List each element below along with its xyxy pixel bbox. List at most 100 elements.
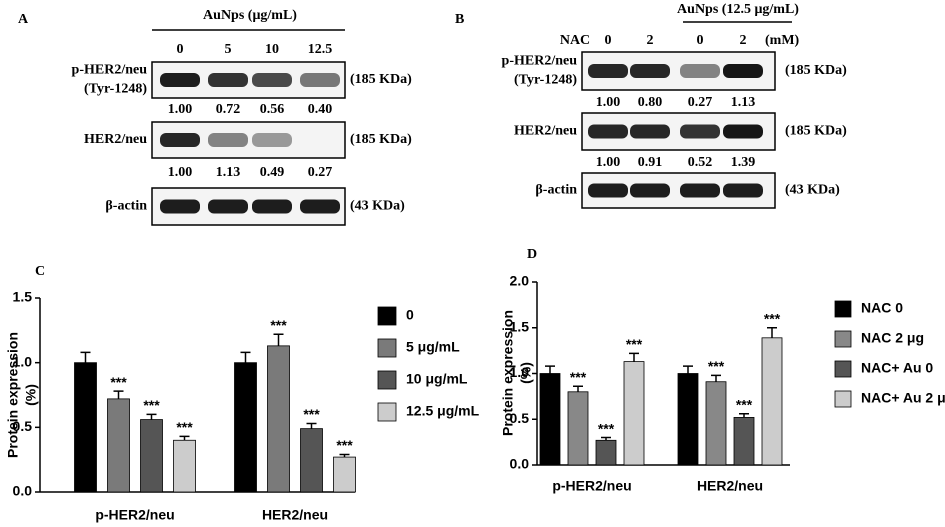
error-bar xyxy=(629,352,639,362)
legend-swatch xyxy=(377,306,397,326)
band xyxy=(300,199,340,214)
band xyxy=(160,73,200,87)
band xyxy=(160,199,200,214)
legend-label: 0 xyxy=(406,307,414,323)
row-label: HER2/neu xyxy=(84,132,147,147)
error-bar xyxy=(146,413,157,420)
quantity: 1.39 xyxy=(731,155,756,170)
error-bar xyxy=(80,351,91,363)
quantity: 0.91 xyxy=(638,155,663,170)
significance: *** xyxy=(598,420,615,436)
significance: *** xyxy=(143,397,160,413)
bar xyxy=(173,439,196,493)
lane-unit: (mM) xyxy=(765,33,800,48)
band xyxy=(208,199,248,214)
error-bar xyxy=(601,436,611,441)
error-bar xyxy=(273,333,284,346)
error-bar xyxy=(711,374,721,382)
bar xyxy=(733,417,755,466)
y-tick-label: 0.5 xyxy=(13,418,33,434)
legend-swatch xyxy=(377,338,397,358)
bar xyxy=(595,439,617,466)
significance: *** xyxy=(764,310,781,326)
panel-label: A xyxy=(18,12,29,27)
lane: 2 xyxy=(740,33,747,48)
band xyxy=(208,73,248,87)
error-bar xyxy=(306,422,317,429)
lane: 0 xyxy=(177,42,184,57)
row-label: β-actin xyxy=(535,183,577,198)
error-bar xyxy=(767,327,777,338)
significance: *** xyxy=(176,419,193,435)
row-label: (Tyr-1248) xyxy=(84,82,147,97)
band xyxy=(723,124,763,139)
size-label: (185 KDa) xyxy=(350,132,412,147)
quantity: 1.00 xyxy=(596,95,621,110)
quantity: 0.72 xyxy=(216,102,241,117)
size-label: (43 KDa) xyxy=(350,199,405,214)
y-tick-label: 1.0 xyxy=(510,364,530,380)
band xyxy=(680,183,720,198)
x-tick-label: p-HER2/neu xyxy=(552,478,631,494)
bar xyxy=(333,456,356,493)
quantity: 1.13 xyxy=(216,165,241,180)
y-tick-label: 1.5 xyxy=(13,289,33,305)
band xyxy=(252,133,292,147)
y-tick-label: 0.0 xyxy=(510,456,530,472)
legend-swatch xyxy=(377,370,397,390)
row-label: p-HER2/neu xyxy=(502,54,578,69)
legend-label: NAC+ Au 2 μg xyxy=(861,390,945,406)
bar xyxy=(623,361,645,466)
bar xyxy=(677,373,699,466)
y-axis-label: (%) xyxy=(518,362,534,384)
lane: 12.5 xyxy=(308,42,333,57)
y-axis-label: Protein expression xyxy=(500,310,516,436)
legend-swatch xyxy=(834,300,852,318)
size-label: (185 KDa) xyxy=(785,63,847,78)
x-tick-label: p-HER2/neu xyxy=(95,507,174,523)
size-label: (185 KDa) xyxy=(350,72,412,87)
bar xyxy=(234,362,257,493)
error-bar xyxy=(179,435,190,441)
y-tick-label: 0.0 xyxy=(13,483,33,499)
legend-label: NAC 2 μg xyxy=(861,330,924,346)
y-tick-label: 1.5 xyxy=(510,318,530,334)
lane: 0 xyxy=(605,33,612,48)
quantity: 0.27 xyxy=(308,165,333,180)
band xyxy=(588,64,628,78)
quantity: 1.13 xyxy=(731,95,756,110)
band xyxy=(252,199,292,214)
significance: *** xyxy=(303,406,320,422)
band xyxy=(588,124,628,139)
quantity: 1.00 xyxy=(596,155,621,170)
bar xyxy=(267,345,290,493)
lane: 5 xyxy=(225,42,232,57)
quantity: 0.52 xyxy=(688,155,713,170)
band xyxy=(160,133,200,147)
panel-label: B xyxy=(455,12,464,27)
panel-label: D xyxy=(527,247,537,262)
error-bar xyxy=(683,365,693,374)
y-tick-label: 1.0 xyxy=(13,353,33,369)
lane: 10 xyxy=(265,42,279,57)
lane: 0 xyxy=(697,33,704,48)
quantity: 0.56 xyxy=(260,102,285,117)
bar xyxy=(539,373,561,466)
legend-label: NAC 0 xyxy=(861,300,903,316)
row-label: β-actin xyxy=(105,199,147,214)
legend-swatch xyxy=(834,330,852,348)
band xyxy=(208,133,248,147)
bar xyxy=(705,381,727,466)
band xyxy=(252,73,292,87)
quantity: 0.40 xyxy=(308,102,333,117)
band xyxy=(680,124,720,139)
band xyxy=(723,64,763,78)
band xyxy=(630,183,670,198)
y-tick-label: 0.5 xyxy=(510,410,530,426)
size-label: (185 KDa) xyxy=(785,124,847,139)
band xyxy=(630,64,670,78)
bar xyxy=(567,391,589,466)
significance: *** xyxy=(570,369,587,385)
size-label: (43 KDa) xyxy=(785,183,840,198)
